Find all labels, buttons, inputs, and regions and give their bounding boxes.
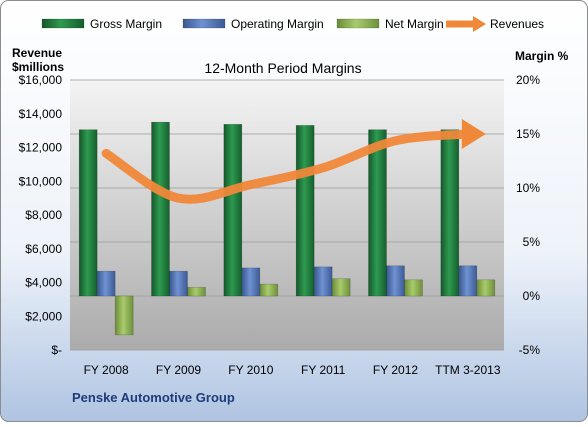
left-axis-ticks: $- $2,000 $4,000 $6,000 $8,000 $10,000 $12,000… xyxy=(19,73,63,357)
net-margin-bar xyxy=(187,287,206,297)
net-margin-legend-swatch xyxy=(336,18,380,29)
net-margin-bar xyxy=(259,283,279,297)
operating-margin-bar xyxy=(386,265,405,297)
category-labels: FY 2008 FY 2009 FY 2010 FY 2011 FY 2012 TTM 3… xyxy=(84,363,501,377)
revenues-legend-label: Revenues xyxy=(490,17,544,31)
revenue-line-group xyxy=(101,119,486,204)
category-label: FY 2011 xyxy=(301,363,346,377)
right-tick-label: 20% xyxy=(516,73,540,87)
gross-margin-legend-label: Gross Margin xyxy=(90,17,162,31)
bars xyxy=(78,121,496,336)
operating-margin-bar xyxy=(96,270,116,297)
right-tick-label: 5% xyxy=(523,235,541,249)
left-tick-label: $2,000 xyxy=(25,309,62,323)
net-margin-bar xyxy=(114,295,134,336)
left-tick-label: $8,000 xyxy=(25,208,62,222)
left-tick-label: $4,000 xyxy=(25,276,62,290)
plot-area xyxy=(70,80,504,350)
left-tick-label: $14,000 xyxy=(19,107,63,121)
category-label: TTM 3-2013 xyxy=(435,363,501,377)
category-label: FY 2012 xyxy=(373,363,418,377)
category-label: FY 2009 xyxy=(156,363,201,377)
operating-margin-legend-swatch xyxy=(182,18,226,29)
net-margin-legend-label: Net Margin xyxy=(385,17,444,31)
right-axis-ticks: -5% 0% 5% 10% 15% 20% xyxy=(516,73,540,357)
left-tick-label: $- xyxy=(51,343,62,357)
gross-margin-bar xyxy=(295,125,315,297)
net-margin-bar xyxy=(476,279,496,297)
left-axis-title-line2: $millions xyxy=(12,60,64,74)
gridlines xyxy=(70,79,504,351)
gross-margin-bar xyxy=(368,129,387,297)
operating-margin-bar xyxy=(169,270,188,297)
gross-margin-legend-swatch xyxy=(41,18,85,29)
right-axis-title: Margin % xyxy=(515,49,569,63)
revenues-line xyxy=(101,129,473,204)
legend: Gross Margin Operating Margin Net Margin Re… xyxy=(41,16,544,32)
revenues-arrow-head xyxy=(461,119,486,149)
operating-margin-bar xyxy=(241,267,261,297)
left-tick-label: $12,000 xyxy=(19,141,63,155)
left-tick-label: $16,000 xyxy=(19,73,63,87)
left-tick-label: $10,000 xyxy=(19,174,63,188)
left-axis-title-line1: Revenue xyxy=(12,46,62,60)
gross-margin-bar xyxy=(78,129,98,297)
left-tick-label: $6,000 xyxy=(25,242,62,256)
gross-margin-bar xyxy=(440,129,460,297)
net-margin-bar xyxy=(404,279,423,297)
category-label: FY 2010 xyxy=(228,363,273,377)
right-tick-label: 15% xyxy=(516,127,540,141)
gross-margin-bar xyxy=(223,123,243,297)
operating-margin-bar xyxy=(458,265,478,297)
net-margin-bar xyxy=(331,278,351,297)
chart-title: 12-Month Period Margins xyxy=(204,60,361,76)
right-tick-label: 10% xyxy=(516,181,540,195)
operating-margin-legend-label: Operating Margin xyxy=(231,17,324,31)
gross-margin-bar xyxy=(151,121,170,297)
operating-margin-bar xyxy=(313,266,333,297)
revenues-legend-arrow xyxy=(473,16,486,32)
company-name: Penske Automotive Group xyxy=(72,390,235,405)
right-tick-label: -5% xyxy=(519,343,541,357)
category-label: FY 2008 xyxy=(84,363,129,377)
right-tick-label: 0% xyxy=(523,289,541,303)
